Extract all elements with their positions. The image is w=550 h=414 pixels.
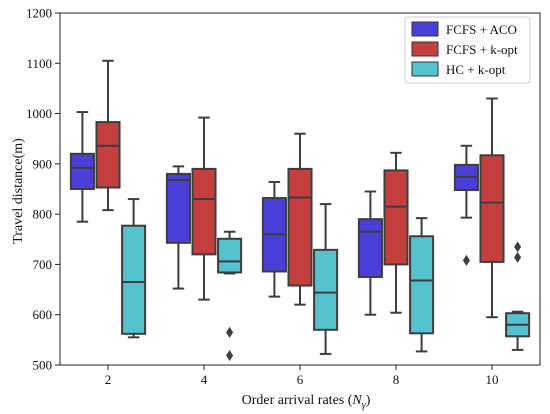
outlier-point	[462, 254, 470, 266]
box-body	[383, 169, 409, 266]
box-hc-k-opt-6	[313, 203, 339, 355]
x-axis-label-suffix: )	[366, 393, 371, 408]
x-axis-label: Order arrival rates (Nγ)	[242, 393, 371, 411]
box-hc-k-opt-8	[409, 217, 435, 353]
legend-swatch-fcfs-aco	[411, 21, 439, 37]
box-body	[409, 235, 435, 335]
y-axis-label: Travel distance(m)	[11, 138, 26, 244]
box-hc-k-opt-4	[217, 230, 243, 361]
legend-swatch-hc-kopt	[411, 61, 439, 77]
box-fcfs-aco-2	[69, 111, 95, 223]
box-body	[287, 167, 313, 287]
x-axis-label-symbol: N	[351, 393, 362, 408]
box-body	[479, 154, 505, 263]
box-hc-k-opt-10	[505, 241, 531, 351]
x-axis-label-text: Order arrival rates (	[242, 393, 353, 408]
outlier-point	[514, 251, 522, 263]
box-body	[95, 121, 121, 189]
legend-label-fcfs-kopt: FCFS + k-opt	[446, 42, 518, 57]
box-body	[217, 237, 243, 274]
legend-label-fcfs-aco: FCFS + ACO	[446, 22, 517, 37]
box-fcfs-aco-6	[261, 180, 287, 298]
x-tick-label: 6	[297, 372, 304, 387]
box-body	[121, 224, 147, 335]
box-fcfs-aco-8	[357, 190, 383, 316]
box-fcfs-k-opt-10	[479, 97, 505, 319]
box-fcfs-aco-10	[453, 144, 479, 266]
y-tick-label: 900	[33, 156, 53, 171]
x-tick-label: 4	[201, 372, 208, 387]
outlier-point	[226, 349, 234, 361]
x-tick-label: 10	[486, 372, 499, 387]
x-tick-label: 8	[393, 372, 400, 387]
box-body	[313, 248, 339, 331]
box-body	[165, 172, 191, 244]
axes: 500 600 700 800 900 1000 1100 1200 2 4 6 8 10	[26, 6, 541, 387]
y-tick-label: 600	[33, 307, 53, 322]
legend-label-hc-kopt: HC + k-opt	[446, 62, 506, 77]
outlier-point	[514, 241, 522, 253]
box-body	[191, 167, 217, 256]
box-fcfs-k-opt-2	[95, 59, 121, 212]
box-fcfs-k-opt-6	[287, 132, 313, 306]
box-body	[357, 218, 383, 279]
y-tick-label: 500	[33, 358, 53, 373]
box-body	[69, 152, 95, 191]
y-tick-label: 700	[33, 257, 53, 272]
x-axis-label-subscript: γ	[362, 400, 367, 411]
box-fcfs-k-opt-8	[383, 151, 409, 314]
box-fcfs-k-opt-4	[191, 116, 217, 301]
box-fcfs-aco-4	[165, 165, 191, 290]
x-tick-label: 2	[105, 372, 112, 387]
boxes	[69, 59, 531, 361]
y-tick-label: 800	[33, 207, 53, 222]
legend-swatch-fcfs-kopt	[411, 41, 439, 57]
y-tick-label: 1100	[26, 56, 52, 71]
legend: FCFS + ACO FCFS + k-opt HC + k-opt	[404, 16, 531, 84]
y-tick-label: 1200	[26, 6, 52, 21]
box-hc-k-opt-2	[121, 198, 147, 339]
y-tick-label: 1000	[26, 106, 52, 121]
outlier-point	[226, 326, 234, 338]
